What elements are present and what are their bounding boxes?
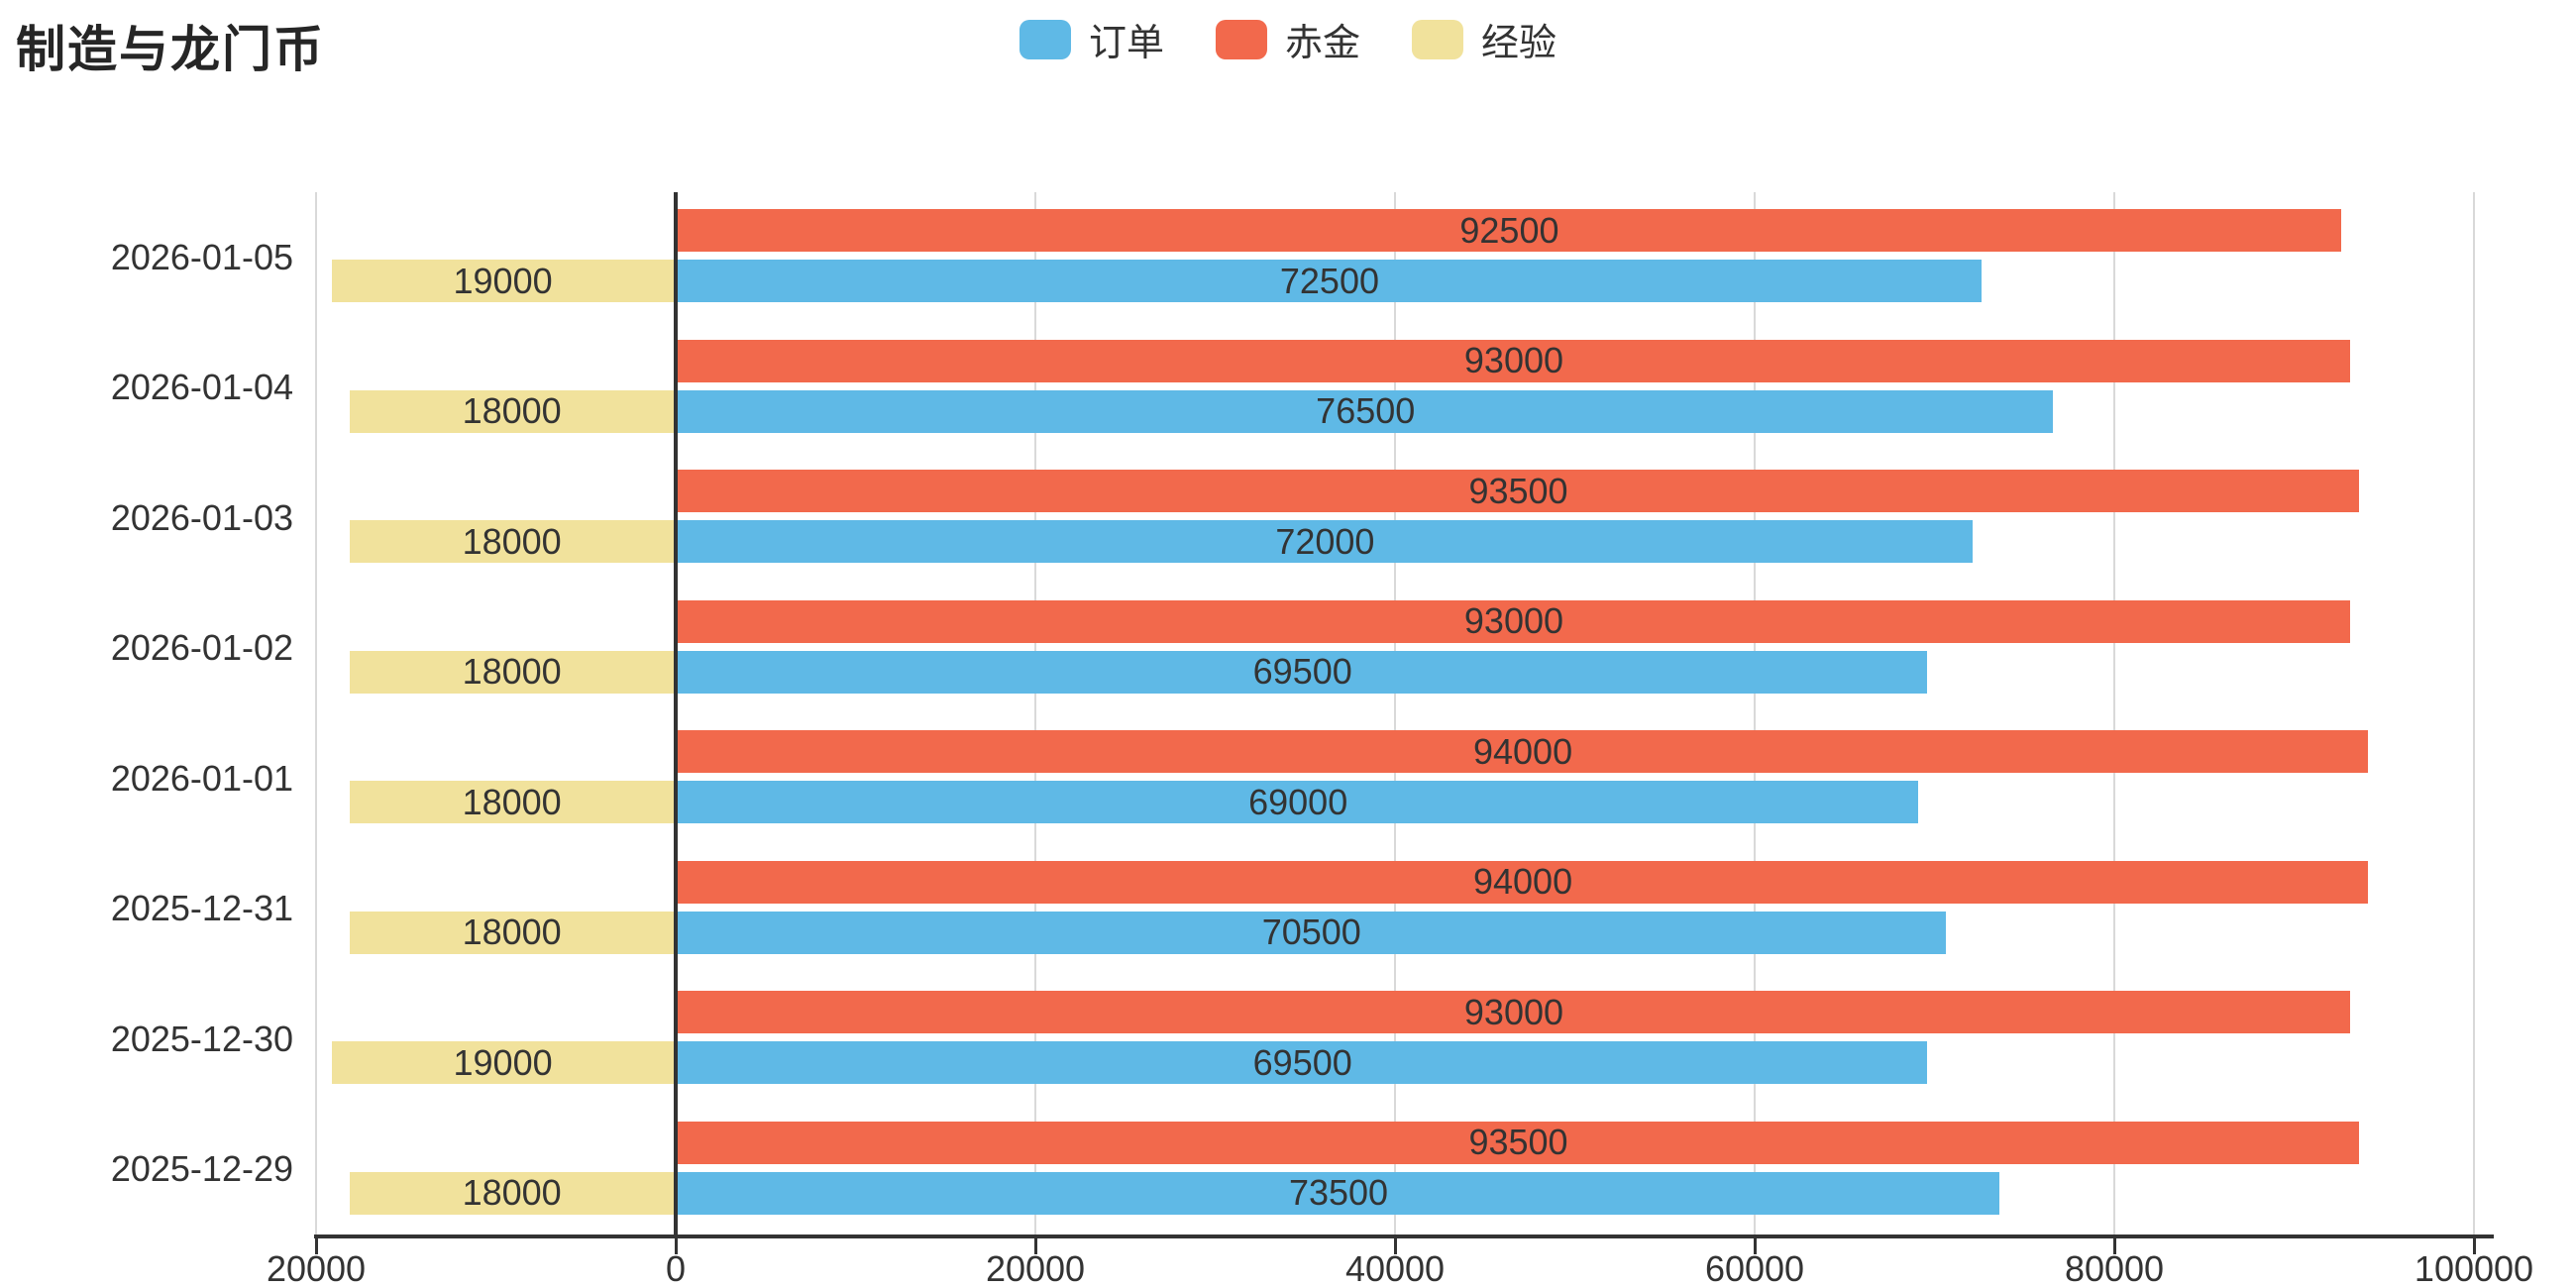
bar-exp: 18000 — [350, 1171, 674, 1215]
zero-axis-line — [674, 192, 678, 1234]
bar-value-label: 18000 — [462, 390, 562, 431]
bar-value-label: 72000 — [1275, 520, 1375, 562]
bar-value-label: 94000 — [1472, 730, 1573, 772]
bar-value-label: 73500 — [1288, 1172, 1389, 1213]
category-label: 2025-12-29 — [110, 1148, 293, 1190]
bar-exp: 19000 — [332, 260, 674, 302]
x-axis-tick-label: 0 — [665, 1248, 687, 1288]
bar-value-label: 18000 — [462, 912, 562, 952]
bar-value-label: 70500 — [1261, 912, 1361, 952]
category-label: 2026-01-05 — [110, 236, 293, 277]
legend-item-gold[interactable]: 赤金 — [1215, 12, 1361, 66]
bar-gold: 94000 — [678, 860, 2369, 904]
bar-orders: 76500 — [678, 389, 2054, 433]
bar-orders: 72000 — [678, 520, 1973, 563]
x-axis-tick-label: 60000 — [1704, 1248, 1805, 1288]
bar-orders: 69500 — [678, 650, 1928, 694]
legend-item-orders[interactable]: 订单 — [1019, 12, 1164, 66]
x-axis-tick-label: 80000 — [2064, 1248, 2165, 1288]
bar-value-label: 76500 — [1316, 390, 1416, 431]
legend-label-exp: 经验 — [1481, 23, 1557, 64]
bar-gold: 94000 — [678, 730, 2369, 773]
bar-value-label: 93500 — [1468, 470, 1568, 511]
x-axis-tick-label: 40000 — [1344, 1248, 1446, 1288]
bar-value-label: 69500 — [1252, 651, 1352, 692]
x-axis-tick-label: 20000 — [985, 1248, 1086, 1288]
bar-value-label: 18000 — [462, 520, 562, 562]
x-axis-tick — [1393, 1238, 1397, 1254]
bar-gold: 93500 — [678, 1121, 2360, 1164]
bar-value-label: 93500 — [1468, 1122, 1568, 1162]
bar-value-label: 69500 — [1252, 1041, 1352, 1083]
category-label: 2026-01-01 — [110, 757, 293, 799]
chart-title: 制造与龙门币 — [16, 22, 325, 77]
x-axis-tick — [2472, 1238, 2476, 1254]
bar-value-label: 93000 — [1463, 600, 1564, 641]
grid-line — [1754, 192, 1756, 1234]
grid-line — [1394, 192, 1396, 1234]
bar-value-label: 18000 — [462, 1172, 562, 1213]
x-axis-line — [314, 1234, 2494, 1238]
x-axis-tick — [674, 1238, 678, 1254]
bar-exp: 18000 — [350, 781, 674, 823]
grid-line — [1034, 192, 1036, 1234]
bar-value-label: 92500 — [1459, 209, 1559, 251]
bar-orders: 73500 — [678, 1171, 2000, 1215]
bar-gold: 92500 — [678, 209, 2341, 252]
bar-value-label: 94000 — [1472, 861, 1573, 902]
bar-orders: 69000 — [678, 781, 1919, 823]
grid-line — [2113, 192, 2115, 1234]
legend: 订单 赤金 经验 — [1019, 12, 1556, 66]
bar-value-label: 18000 — [462, 651, 562, 692]
x-axis-tick — [1753, 1238, 1757, 1254]
bar-gold: 93000 — [678, 991, 2350, 1033]
bar-value-label: 18000 — [462, 781, 562, 822]
bar-orders: 72500 — [678, 260, 1982, 302]
bar-exp: 18000 — [350, 911, 674, 954]
grid-line — [315, 192, 317, 1234]
bar-gold: 93000 — [678, 599, 2350, 643]
bar-exp: 19000 — [332, 1041, 674, 1084]
x-axis-tick-label: 20000 — [266, 1248, 367, 1288]
category-label: 2026-01-04 — [110, 367, 293, 408]
bar-gold: 93500 — [678, 470, 2360, 512]
x-axis-tick — [1033, 1238, 1037, 1254]
legend-item-exp[interactable]: 经验 — [1412, 12, 1556, 66]
legend-label-orders: 订单 — [1088, 23, 1164, 64]
bar-orders: 70500 — [678, 911, 1946, 954]
x-axis-tick-label: 100000 — [2414, 1248, 2534, 1288]
legend-label-gold: 赤金 — [1284, 23, 1361, 64]
bar-value-label: 19000 — [453, 1041, 553, 1083]
legend-swatch-orders-icon — [1019, 19, 1071, 59]
grid-line — [2473, 192, 2475, 1234]
bar-orders: 69500 — [678, 1041, 1928, 1084]
bar-value-label: 19000 — [453, 260, 553, 301]
legend-swatch-exp-icon — [1412, 19, 1464, 59]
bar-value-label: 93000 — [1463, 991, 1564, 1032]
bar-exp: 18000 — [350, 389, 674, 433]
category-label: 2025-12-30 — [110, 1018, 293, 1059]
bar-exp: 18000 — [350, 520, 674, 563]
bar-exp: 18000 — [350, 650, 674, 694]
category-label: 2025-12-31 — [110, 888, 293, 929]
legend-swatch-gold-icon — [1215, 19, 1267, 59]
bar-value-label: 93000 — [1463, 340, 1564, 380]
bar-value-label: 69000 — [1248, 781, 1348, 822]
x-axis-tick — [314, 1238, 318, 1254]
x-axis-tick — [2112, 1238, 2116, 1254]
bar-value-label: 72500 — [1279, 260, 1379, 301]
bar-gold: 93000 — [678, 339, 2350, 382]
category-label: 2026-01-02 — [110, 627, 293, 669]
category-label: 2026-01-03 — [110, 496, 293, 538]
